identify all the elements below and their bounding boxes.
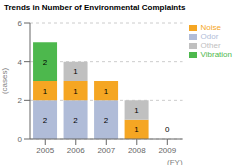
svg-text:0: 0 <box>18 135 23 144</box>
svg-text:1: 1 <box>134 106 139 115</box>
svg-text:1: 1 <box>73 67 78 76</box>
svg-text:6: 6 <box>18 19 23 28</box>
svg-text:2008: 2008 <box>128 146 146 155</box>
svg-text:1: 1 <box>104 87 109 96</box>
svg-text:1: 1 <box>43 87 48 96</box>
html-text:Trends in Number of Environmen: Trends in Number of Environmental Compla… <box>4 3 186 12</box>
svg-text:2: 2 <box>18 96 23 105</box>
svg-text:2006: 2006 <box>67 146 85 155</box>
html-text:Vibration: Vibration <box>200 50 232 59</box>
svg-text:2: 2 <box>43 58 48 67</box>
svg-text:1: 1 <box>134 125 139 134</box>
svg-text:2: 2 <box>104 116 109 125</box>
svg-text:2007: 2007 <box>97 146 115 155</box>
svg-text:0: 0 <box>165 125 170 134</box>
svg-text:1: 1 <box>73 87 78 96</box>
svg-text:2: 2 <box>43 116 48 125</box>
svg-text:2009: 2009 <box>158 146 176 155</box>
svg-text:(cases): (cases) <box>8 68 9 95</box>
svg-text:2005: 2005 <box>36 146 54 155</box>
html-text:Noise: Noise <box>200 23 221 32</box>
svg-text:(FY): (FY) <box>167 158 183 165</box>
html-text:Odor: Odor <box>200 32 219 41</box>
svg-text:4: 4 <box>18 58 23 67</box>
html-text:Other: Other <box>200 41 221 50</box>
svg-text:2: 2 <box>73 116 78 125</box>
